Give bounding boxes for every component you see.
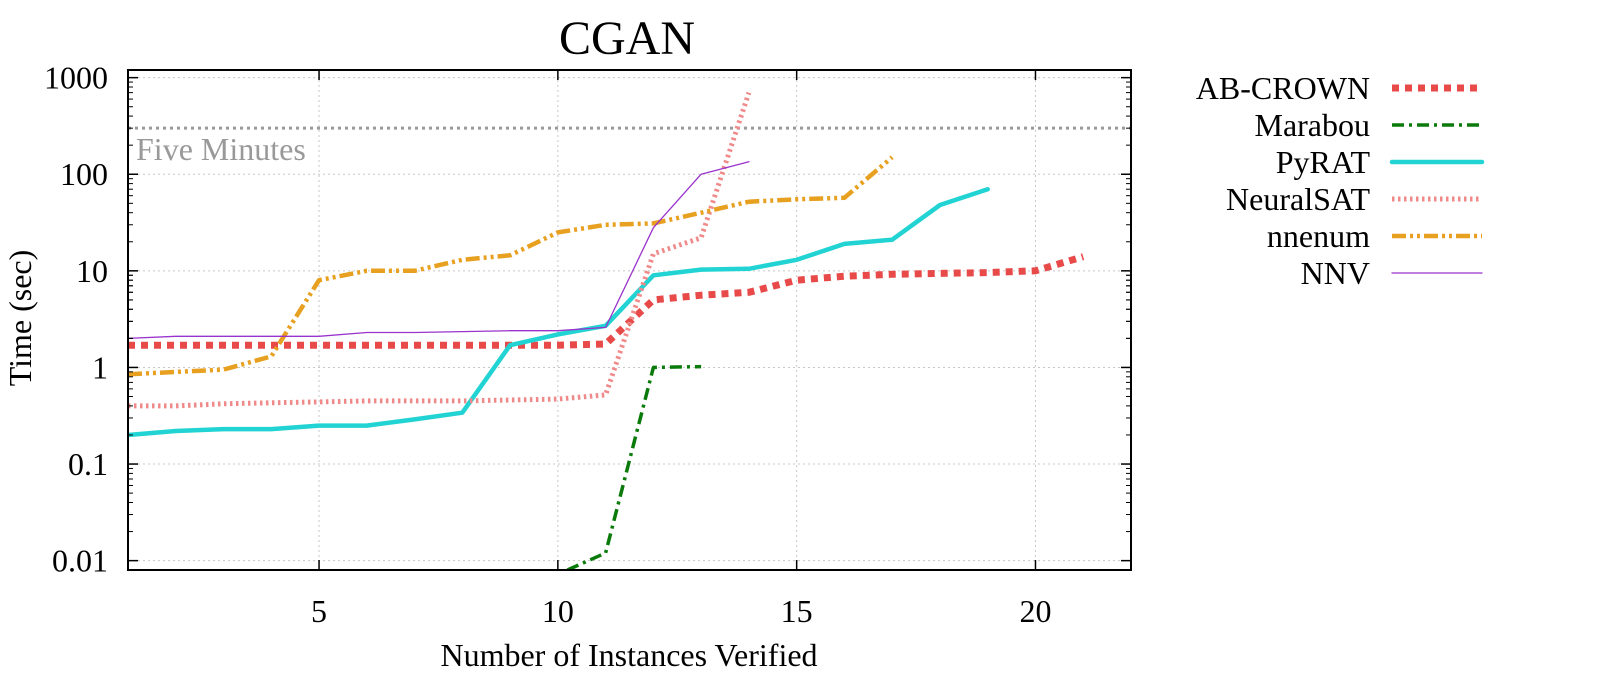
legend-label-pyrat: PyRAT bbox=[1276, 144, 1371, 180]
y-tick-label: 1 bbox=[92, 349, 108, 385]
legend-label-marabou: Marabou bbox=[1254, 107, 1370, 143]
series-line-pyrat bbox=[128, 186, 990, 438]
plot-frame bbox=[127, 69, 1132, 571]
series-line-neuralsat bbox=[128, 91, 752, 409]
y-tick-label: 0.1 bbox=[68, 446, 108, 482]
legend-label-nnv: NNV bbox=[1301, 255, 1370, 291]
chart-title: CGAN bbox=[559, 12, 695, 65]
legend-label-nnenum: nnenum bbox=[1267, 218, 1370, 254]
series-line-nnenum bbox=[128, 155, 894, 377]
y-tick-label: 10 bbox=[76, 253, 108, 289]
five-minutes-label: Five Minutes bbox=[136, 131, 306, 167]
x-tick-label: 10 bbox=[542, 593, 574, 629]
series-line-nnv bbox=[128, 161, 750, 340]
legend-label-ab-crown: AB-CROWN bbox=[1196, 70, 1370, 106]
y-tick-label: 0.01 bbox=[52, 543, 108, 579]
x-tick-label: 15 bbox=[781, 593, 813, 629]
five-minutes-line: Five Minutes bbox=[128, 126, 1131, 167]
series-line-marabou bbox=[566, 364, 702, 570]
x-tick-label: 5 bbox=[311, 593, 327, 629]
ticks: 5 10 15 20 0.01 0.1 1 10 100 1000 bbox=[44, 60, 1131, 629]
series-layer bbox=[128, 91, 1085, 570]
series-line-ab-crown bbox=[128, 253, 1085, 349]
y-axis-label: Time (sec) bbox=[2, 250, 38, 387]
y-tick-label: 1000 bbox=[44, 60, 108, 96]
x-axis-label: Number of Instances Verified bbox=[440, 637, 817, 673]
grid bbox=[128, 70, 1131, 570]
legend-label-neuralsat: NeuralSAT bbox=[1226, 181, 1370, 217]
x-tick-label: 20 bbox=[1019, 593, 1051, 629]
y-tick-label: 100 bbox=[60, 156, 108, 192]
